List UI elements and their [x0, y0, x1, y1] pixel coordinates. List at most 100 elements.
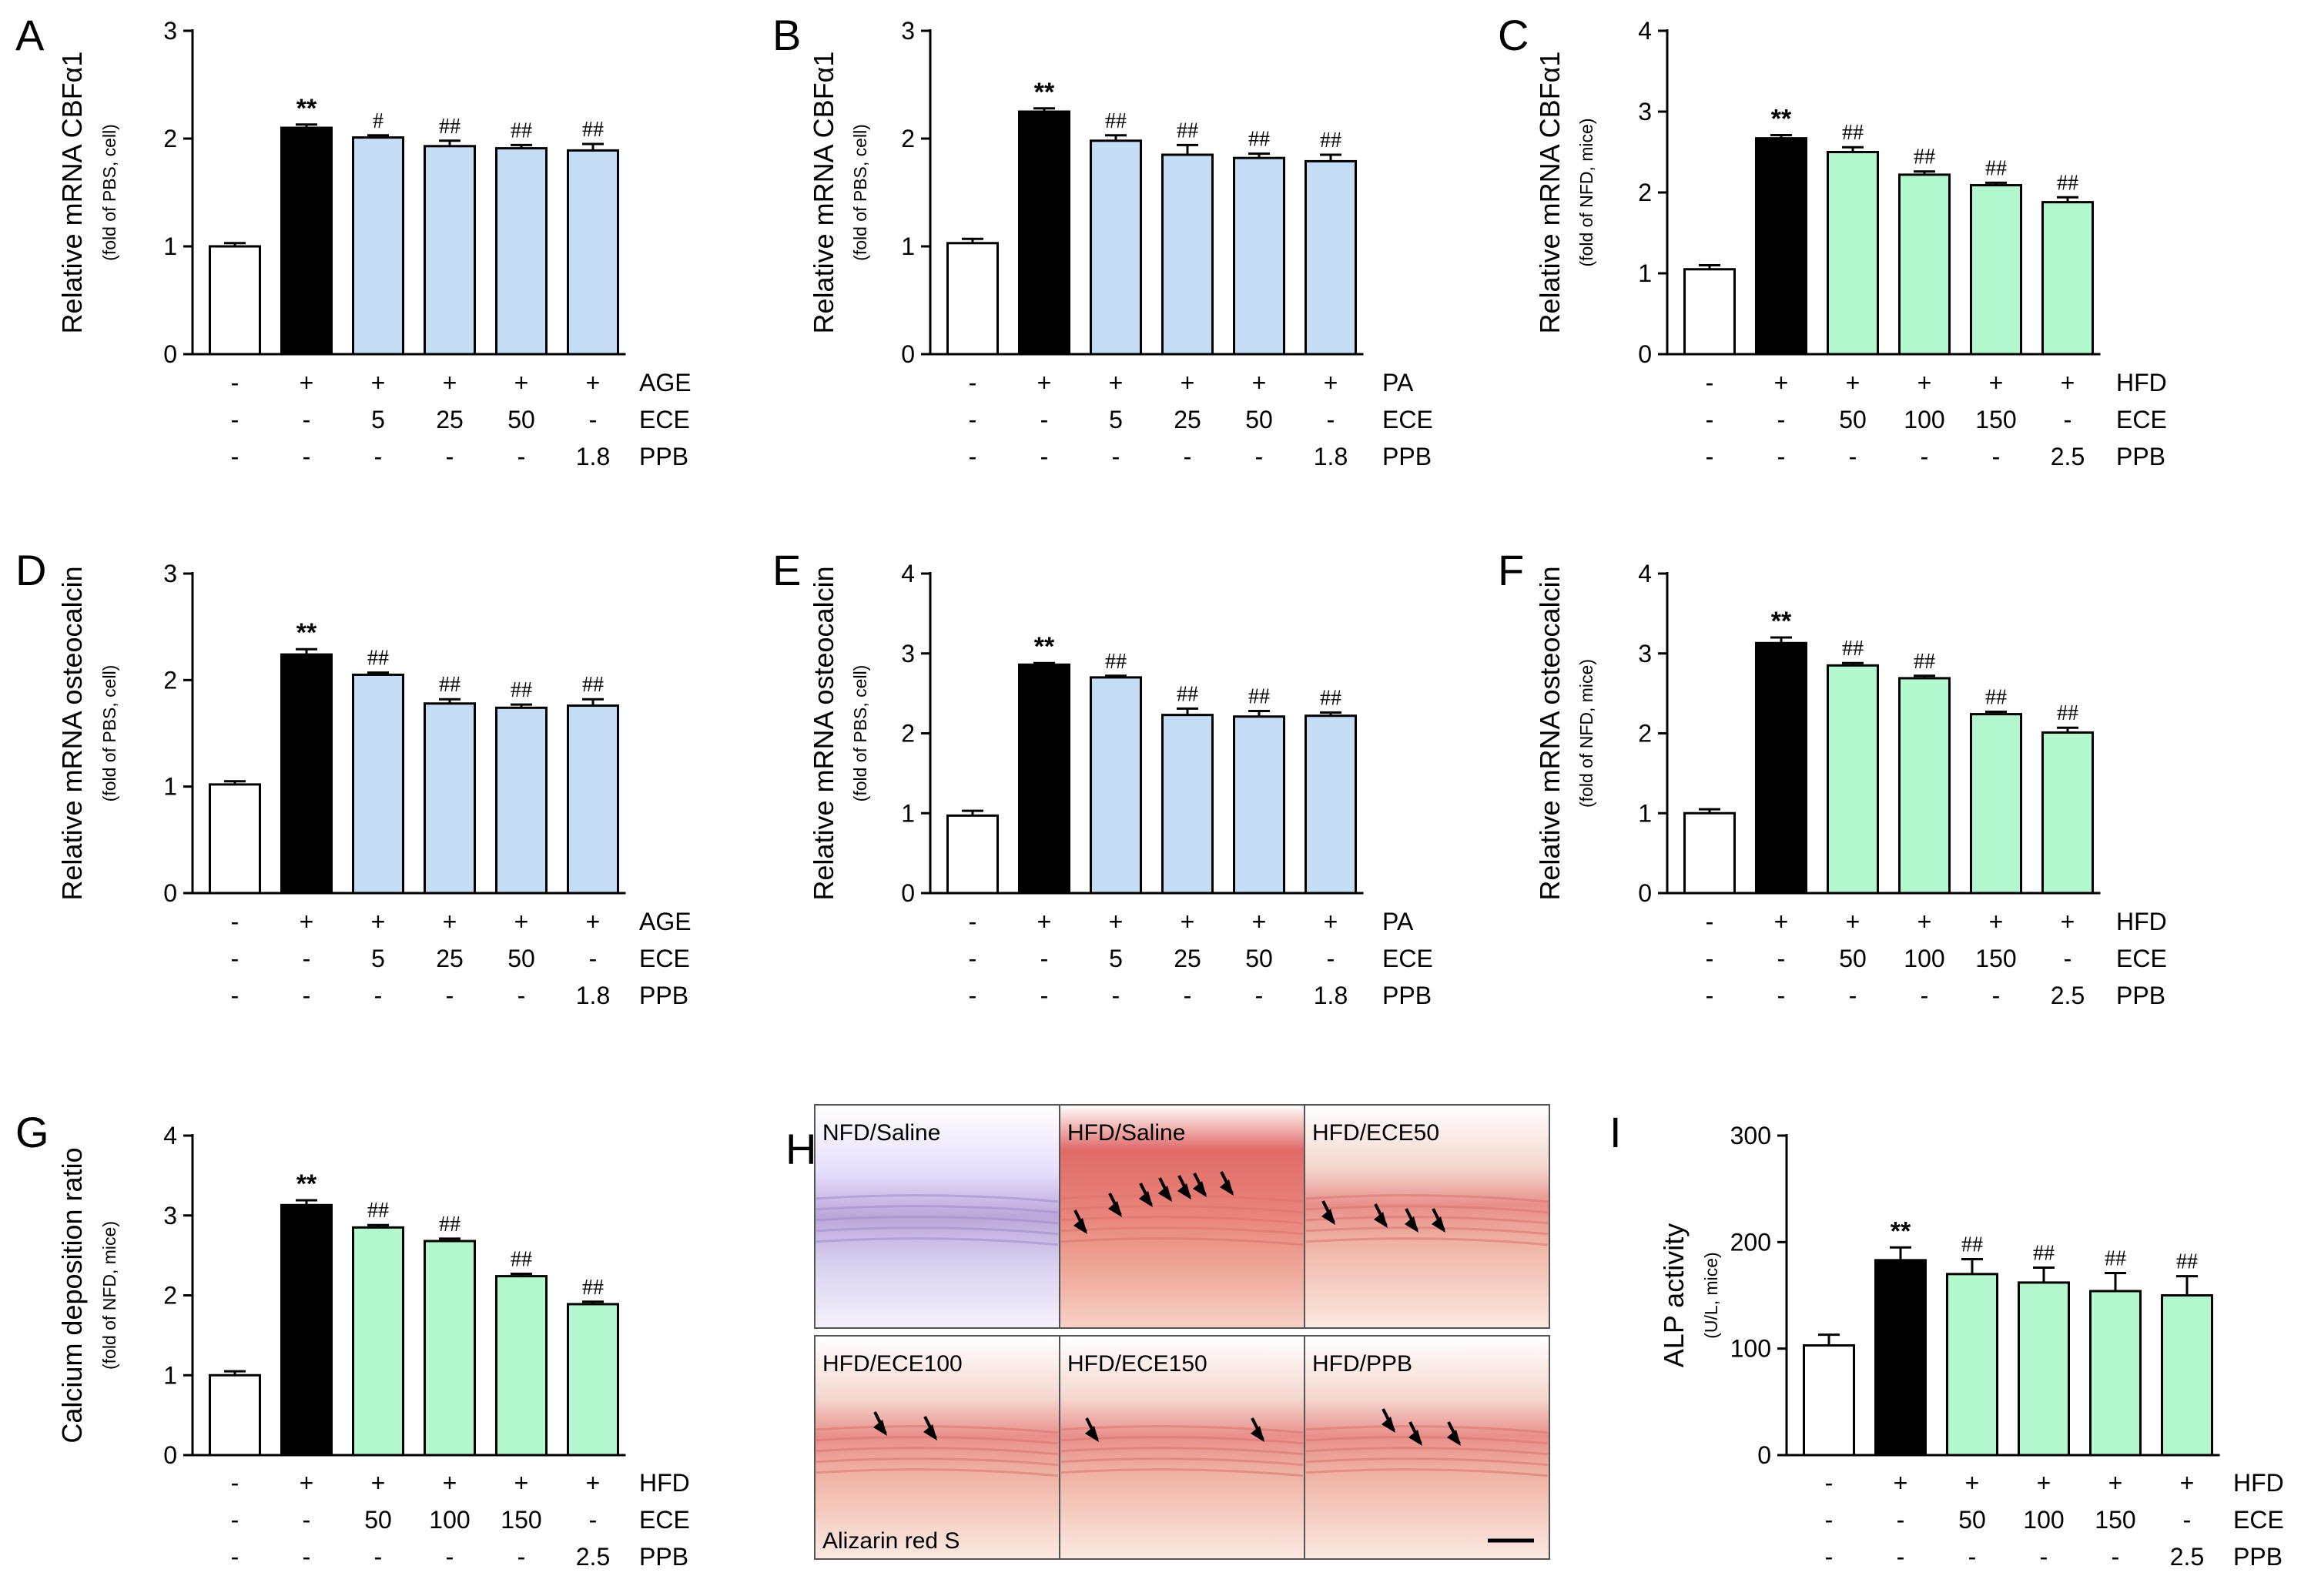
condition-cell: +	[371, 369, 386, 396]
arrow-head	[1193, 1181, 1207, 1197]
condition-cell: -	[1040, 443, 1049, 470]
hash-marker: ##	[1985, 156, 2007, 180]
condition-cell: 2.5	[2170, 1543, 2204, 1571]
condition-cell: +	[586, 1469, 601, 1497]
significance-marker: **	[1034, 632, 1055, 661]
condition-cell: +	[1181, 369, 1195, 396]
significance-marker: **	[1891, 1216, 1911, 1246]
y-tick-label: 1	[1638, 259, 1652, 287]
condition-label: HFD	[2116, 908, 2167, 935]
bar	[2161, 1294, 2213, 1457]
chart-E: E Relative mRNA osteocalcin (fold of PBS, …	[772, 546, 1433, 1009]
condition-cell: 50	[507, 945, 535, 972]
tissue-fiber	[1060, 1237, 1304, 1246]
condition-cell: 1.8	[576, 443, 610, 470]
bar	[1161, 714, 1214, 895]
y-tick-label: 2	[163, 1282, 177, 1310]
condition-cell: -	[303, 443, 311, 470]
condition-cell: +	[586, 908, 601, 935]
arrow-head	[1382, 1417, 1395, 1433]
bar	[567, 704, 619, 895]
condition-cell: +	[514, 1469, 529, 1497]
condition-cell: -	[1897, 1543, 1905, 1571]
tissue-fiber	[816, 1237, 1059, 1246]
condition-cell: +	[2180, 1469, 2195, 1497]
significance-marker: **	[296, 94, 317, 123]
bar	[567, 149, 619, 356]
y-tick-label: 2	[901, 720, 915, 748]
condition-cell: +	[300, 1469, 314, 1497]
y-axis-sublabel: (fold of PBS, cell)	[850, 665, 870, 802]
condition-cell: 50	[364, 1506, 392, 1534]
condition-cell: -	[446, 443, 454, 470]
bar	[352, 1226, 404, 1457]
arrow-head	[1139, 1191, 1153, 1207]
tissue-fiber	[1060, 1447, 1304, 1456]
y-tick-label: 0	[1638, 879, 1652, 907]
condition-cell: +	[1324, 908, 1338, 935]
chart-I: I ALP activity (U/L, mice) 0 100 200 300 ** ## ##…	[1609, 1108, 2284, 1571]
condition-cell: 100	[429, 1506, 470, 1534]
condition-cell: 50	[1245, 945, 1273, 972]
bar	[1803, 1344, 1855, 1457]
tissue-fiber	[1305, 1237, 1549, 1246]
tissue-fiber	[1305, 1205, 1549, 1214]
condition-cell: -	[1777, 982, 1786, 1009]
condition-cell: -	[1327, 945, 1335, 972]
condition-cell: 50	[1839, 945, 1867, 972]
bar	[567, 1303, 619, 1457]
bar	[1233, 715, 1285, 895]
condition-cell: -	[1849, 443, 1857, 470]
panel-label-H: H	[785, 1125, 816, 1173]
condition-cell: -	[231, 908, 239, 935]
condition-cell: 150	[2095, 1506, 2135, 1534]
arrow-head	[1405, 1216, 1418, 1233]
bar	[1683, 268, 1736, 356]
condition-label: HFD	[2116, 369, 2167, 396]
tissue-fiber	[1305, 1226, 1549, 1236]
tissue-fiber	[1060, 1194, 1304, 1203]
hash-marker: ##	[439, 115, 461, 139]
condition-cell: +	[1917, 908, 1932, 935]
tile-title: NFD/Saline	[822, 1120, 940, 1146]
hash-marker: ##	[2176, 1250, 2198, 1274]
condition-cell: 1.8	[1314, 443, 1348, 470]
bar	[424, 1240, 476, 1457]
bar	[1970, 184, 2022, 356]
bar	[1018, 663, 1070, 895]
y-tick-label: 0	[163, 340, 177, 368]
bar	[209, 245, 261, 356]
condition-cell: -	[303, 1543, 311, 1571]
chart-A: A Relative mRNA CBFα1 (fold of PBS, cell) 0…	[15, 11, 692, 470]
condition-cell: -	[231, 1543, 239, 1571]
bar	[280, 653, 333, 895]
y-tick-label: 1	[163, 233, 177, 260]
condition-cell: 2.5	[2051, 982, 2085, 1009]
y-tick-label: 2	[1638, 179, 1652, 206]
arrow-head	[1073, 1218, 1087, 1234]
y-axis-label: Relative mRNA osteocalcin	[808, 566, 839, 900]
bar	[1090, 139, 1142, 356]
bar	[1874, 1259, 1927, 1457]
bar-charts: A Relative mRNA CBFα1 (fold of PBS, cell) 0…	[15, 11, 2284, 1571]
panel-label-A: A	[15, 11, 45, 59]
hash-marker: ##	[2105, 1246, 2126, 1270]
micrograph-tile: HFD/ECE100 Alizarin red S	[814, 1335, 1060, 1560]
y-tick-label: 1	[901, 799, 915, 827]
tissue-fiber	[816, 1447, 1059, 1456]
y-tick-label: 3	[163, 560, 177, 587]
condition-label: ECE	[1382, 406, 1433, 433]
arrow-head	[1085, 1426, 1099, 1442]
y-axis-sublabel: (fold of PBS, cell)	[99, 665, 119, 802]
condition-cell: -	[517, 1543, 526, 1571]
tile-title: HFD/PPB	[1312, 1351, 1412, 1377]
condition-cell: -	[231, 369, 239, 396]
tissue-fiber	[816, 1468, 1059, 1477]
y-tick-label: 2	[901, 125, 915, 152]
condition-label: AGE	[639, 369, 692, 396]
micrograph-tile: HFD/PPB	[1304, 1335, 1550, 1560]
condition-cell: -	[589, 945, 598, 972]
condition-label: ECE	[2233, 1506, 2284, 1534]
